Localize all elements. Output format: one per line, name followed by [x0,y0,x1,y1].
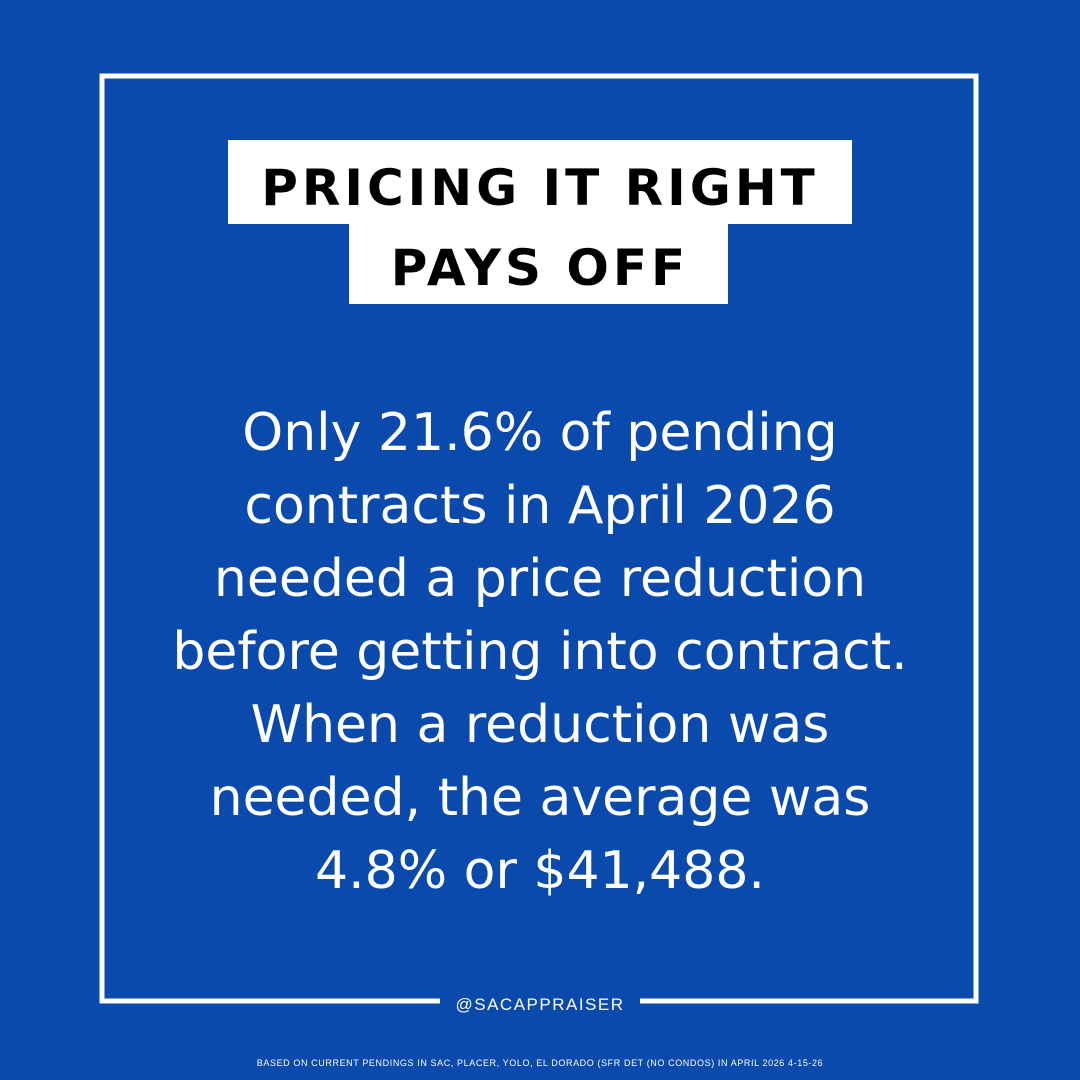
handle: @SACAPPRAISER [455,995,624,1014]
title-box [228,140,852,224]
body-line: needed, the average was [210,768,871,828]
body-line: needed a price reduction [214,549,866,609]
body-line: 4.8% or $41,488. [315,841,765,901]
body-line: When a reduction was [251,695,830,755]
body-line: before getting into contract. [172,622,907,682]
body-line: contracts in April 2026 [244,476,835,536]
body-text: Only 21.6% of pending contracts in April … [172,403,907,901]
body-line: Only 21.6% of pending [242,403,837,463]
handle-gap [440,992,640,1014]
title-box [349,222,728,304]
title-line: PAYS OFF [391,239,689,297]
footnote: BASED ON CURRENT PENDINGS IN SAC, PLACER… [257,1058,823,1068]
title-line: PRICING IT RIGHT [261,159,819,217]
